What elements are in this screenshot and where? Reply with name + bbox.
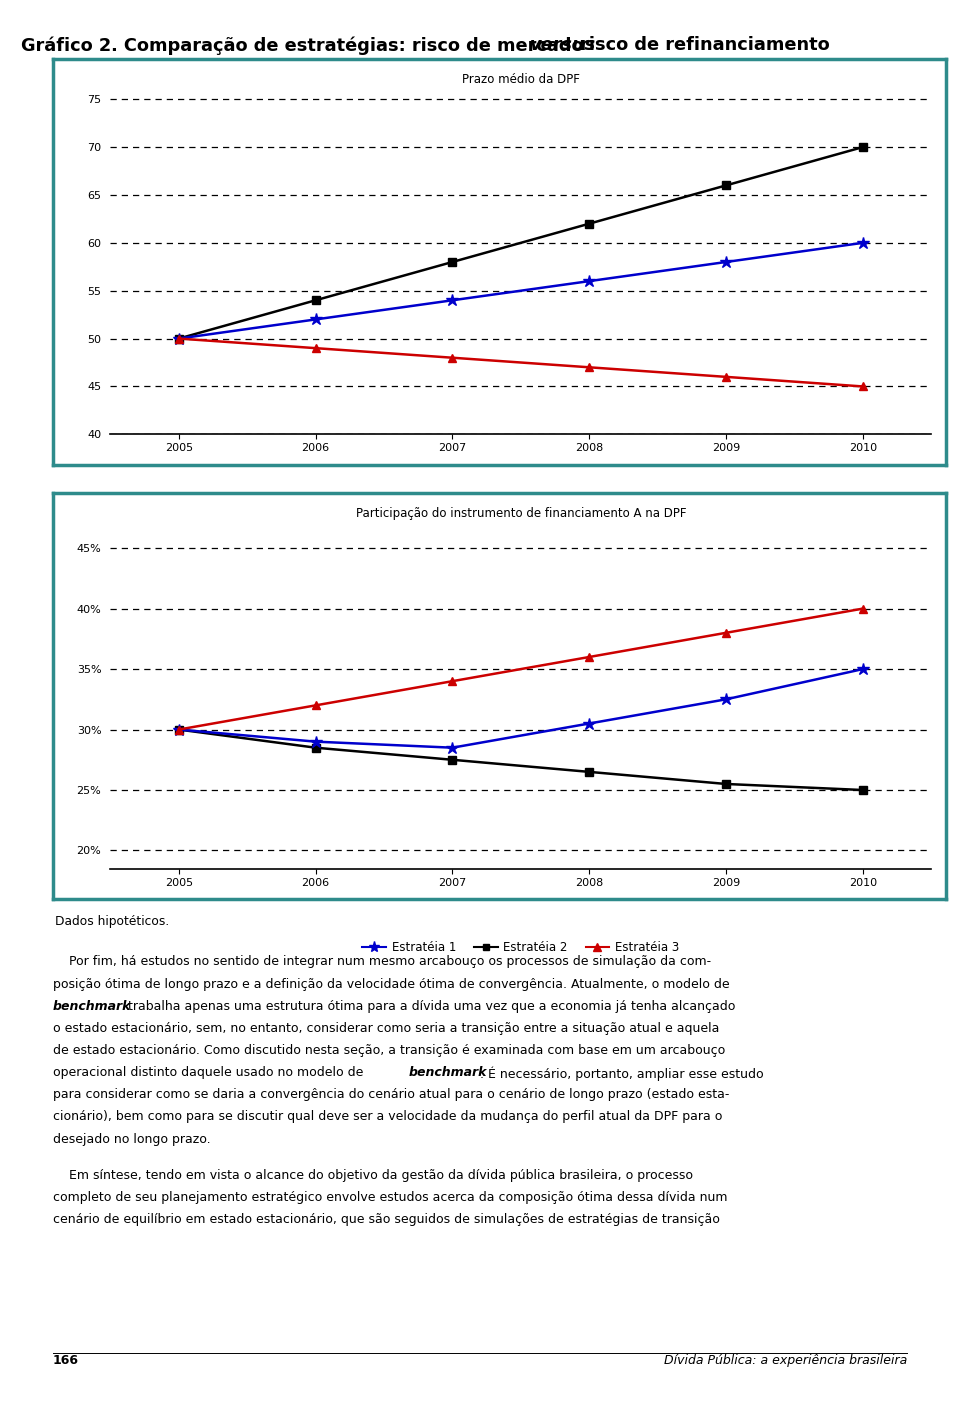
Text: desejado no longo prazo.: desejado no longo prazo. (53, 1132, 210, 1146)
Text: Em síntese, tendo em vista o alcance do objetivo da gestão da dívida pública bra: Em síntese, tendo em vista o alcance do … (53, 1168, 693, 1181)
Text: trabalha apenas uma estrutura ótima para a dívida uma vez que a economia já tenh: trabalha apenas uma estrutura ótima para… (125, 1000, 735, 1013)
Text: completo de seu planejamento estratégico envolve estudos acerca da composição ót: completo de seu planejamento estratégico… (53, 1191, 728, 1203)
Text: cionário), bem como para se discutir qual deve ser a velocidade da mudança do pe: cionário), bem como para se discutir qua… (53, 1111, 722, 1124)
Text: posição ótima de longo prazo e a definição da velocidade ótima de convergência. : posição ótima de longo prazo e a definiç… (53, 978, 730, 991)
Title: Prazo médio da DPF: Prazo médio da DPF (462, 73, 580, 85)
Text: benchmark: benchmark (53, 1000, 132, 1013)
Legend: Estratéia 1, Estratéia 2, Estratéia 3: Estratéia 1, Estratéia 2, Estratéia 3 (357, 937, 684, 960)
Text: Por fim, há estudos no sentido de integrar num mesmo arcabouço os processos de s: Por fim, há estudos no sentido de integr… (53, 955, 711, 968)
Text: Dívida Pública: a experiência brasileira: Dívida Pública: a experiência brasileira (664, 1355, 907, 1367)
Text: de estado estacionário. Como discutido nesta seção, a transição é examinada com : de estado estacionário. Como discutido n… (53, 1044, 725, 1056)
Text: Dados hipotéticos.: Dados hipotéticos. (55, 915, 169, 927)
Text: operacional distinto daquele usado no modelo de: operacional distinto daquele usado no mo… (53, 1066, 367, 1079)
Text: versus: versus (530, 36, 596, 55)
Text: . É necessário, portanto, ampliar esse estudo: . É necessário, portanto, ampliar esse e… (480, 1066, 764, 1080)
Title: Participação do instrumento de financiamento A na DPF: Participação do instrumento de financiam… (355, 507, 686, 520)
Text: o estado estacionário, sem, no entanto, considerar como seria a transição entre : o estado estacionário, sem, no entanto, … (53, 1021, 719, 1035)
Text: cenário de equilíbrio em estado estacionário, que são seguidos de simulações de : cenário de equilíbrio em estado estacion… (53, 1213, 720, 1226)
Text: benchmark: benchmark (409, 1066, 488, 1079)
Text: para considerar como se daria a convergência do cenário atual para o cenário de : para considerar como se daria a convergê… (53, 1089, 730, 1101)
Text: 166: 166 (53, 1355, 79, 1367)
Text: Gráfico 2. Comparação de estratégias: risco de mercado: Gráfico 2. Comparação de estratégias: ri… (21, 36, 589, 55)
Text: risco de refinanciamento: risco de refinanciamento (574, 36, 829, 55)
Legend: Estratégia 1, Estratégia 2, Estratégia 3: Estratégia 1, Estratégia 2, Estratégia 3 (347, 503, 695, 525)
